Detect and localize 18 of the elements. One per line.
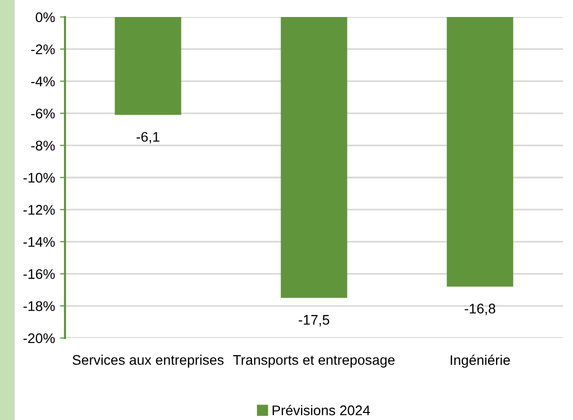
y-tick-label: -16% (23, 269, 55, 279)
x-tick-label: Transports et entreposage (233, 355, 395, 368)
y-tick-label: 0% (36, 12, 55, 22)
x-tick-label: Services aux entreprises (72, 354, 224, 368)
y-tick-label: -10% (23, 172, 55, 183)
y-tick-label: -4% (31, 76, 55, 86)
data-label: -6,1 (136, 132, 160, 144)
y-tick-label: -6% (31, 108, 55, 118)
y-tick-label: -20% (23, 333, 55, 344)
legend-label: Prévisions 2024 (272, 404, 370, 416)
data-label: -16,8 (464, 304, 496, 316)
y-tick-label: -18% (23, 301, 55, 312)
y-tick-label: -12% (23, 204, 55, 215)
x-tick-label: Ingéniérie (450, 354, 510, 368)
data-label: -17,5 (298, 315, 330, 326)
y-tick-label: -2% (31, 44, 55, 54)
y-tick-label: -14% (23, 237, 55, 247)
y-tick-label: -8% (31, 140, 55, 151)
